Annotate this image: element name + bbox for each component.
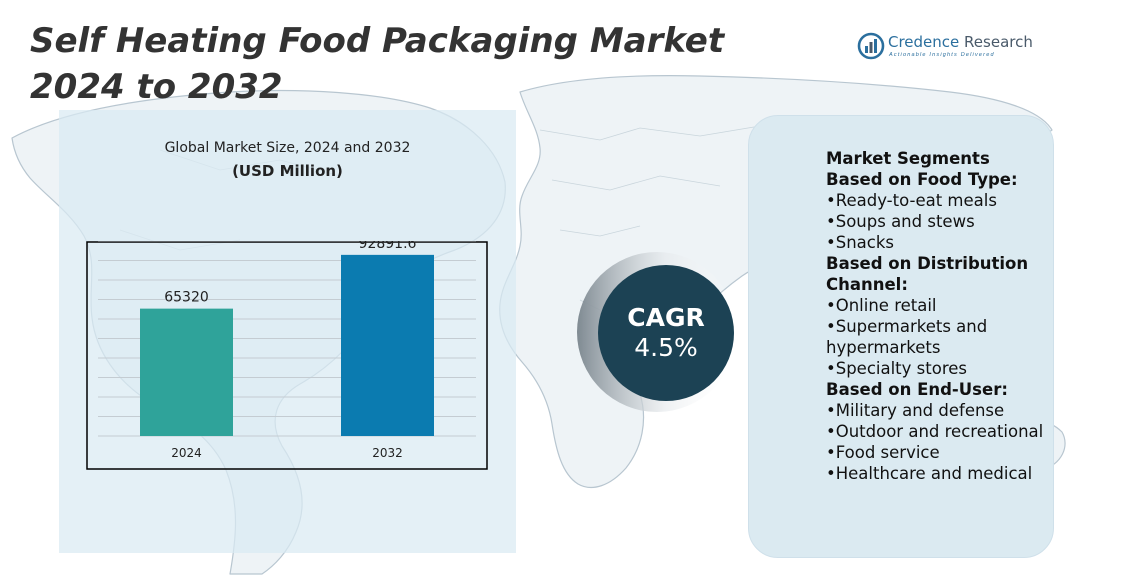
chart-panel bbox=[59, 110, 516, 553]
chart-title: Global Market Size, 2024 and 2032 bbox=[164, 140, 411, 156]
segment-item: •Healthcare and medical bbox=[826, 464, 1033, 483]
x-tick-label: 2032 bbox=[372, 446, 403, 460]
bar-value-label: 92891.6 bbox=[359, 241, 417, 252]
segments-panel bbox=[748, 115, 1054, 558]
page-title: Self Heating Food Packaging Market 2024 … bbox=[30, 21, 725, 107]
segment-item: •Outdoor and recreational bbox=[826, 422, 1044, 441]
logo-tagline: Actionable Insights Delivered bbox=[889, 52, 995, 58]
logo-name-rest: Research bbox=[959, 33, 1033, 51]
segment-heading: Market Segments bbox=[826, 149, 990, 168]
bar-value-label: 65320 bbox=[164, 290, 209, 306]
segment-item: •Soups and stews bbox=[826, 212, 975, 231]
x-tick-label: 2024 bbox=[171, 446, 202, 460]
logo-brand: Credence bbox=[888, 33, 960, 51]
segment-item: •Supermarkets and hypermarkets bbox=[826, 317, 988, 357]
market-size-bar-chart: 65320 2024 92891.6 2032 bbox=[86, 241, 488, 470]
segment-item: •Ready-to-eat meals bbox=[826, 191, 997, 210]
bar-2032 bbox=[341, 254, 434, 436]
bar-2024 bbox=[140, 308, 233, 436]
segment-heading: Based on Distribution Channel: bbox=[826, 254, 1029, 294]
chart-frame bbox=[86, 241, 488, 470]
segment-item: •Snacks bbox=[826, 233, 894, 252]
cagr-label: CAGR bbox=[627, 303, 705, 332]
cagr-value: 4.5% bbox=[634, 333, 698, 362]
segment-item: •Online retail bbox=[826, 296, 937, 315]
segment-heading: Based on Food Type: bbox=[826, 170, 1018, 189]
chart-unit-label: (USD Million) bbox=[232, 162, 343, 180]
segment-heading: Based on End-User: bbox=[826, 380, 1008, 399]
logo-name: Credence Research bbox=[888, 33, 1033, 51]
credence-logo-icon bbox=[857, 32, 885, 60]
segment-item: •Specialty stores bbox=[826, 359, 967, 378]
segments-list: Market Segments Based on Food Type: •Ready… bbox=[826, 148, 1066, 484]
cagr-badge: CAGR 4.5% bbox=[598, 265, 734, 401]
segment-item: •Food service bbox=[826, 443, 940, 462]
segment-item: •Military and defense bbox=[826, 401, 1005, 420]
